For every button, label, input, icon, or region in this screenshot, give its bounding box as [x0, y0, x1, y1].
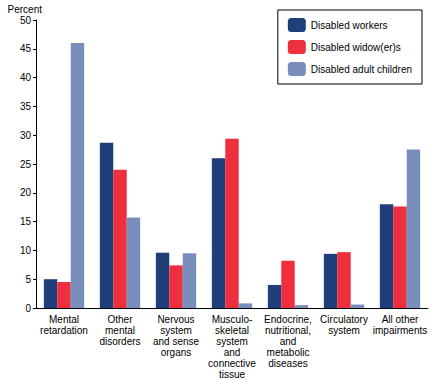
svg-text:15: 15: [20, 216, 32, 227]
svg-text:Disabled widow(er)s: Disabled widow(er)s: [311, 42, 401, 53]
svg-text:Percent: Percent: [8, 4, 43, 15]
svg-text:20: 20: [20, 187, 32, 198]
svg-text:mental: mental: [105, 325, 135, 336]
svg-text:organs: organs: [161, 347, 192, 358]
svg-text:30: 30: [20, 130, 32, 141]
svg-text:Nervous: Nervous: [157, 314, 194, 325]
svg-text:and sense: and sense: [153, 336, 200, 347]
svg-text:and: and: [280, 336, 297, 347]
svg-text:skeletal: skeletal: [215, 325, 249, 336]
svg-text:25: 25: [20, 159, 32, 170]
svg-text:35: 35: [20, 101, 32, 112]
svg-text:Disabled adult children: Disabled adult children: [311, 64, 412, 75]
svg-text:disorders: disorders: [99, 336, 140, 347]
svg-text:connective: connective: [208, 358, 256, 369]
svg-text:5: 5: [25, 274, 31, 285]
svg-text:Other: Other: [107, 314, 133, 325]
svg-text:diseases: diseases: [268, 358, 307, 369]
svg-text:45: 45: [20, 43, 32, 54]
svg-text:Circulatory: Circulatory: [320, 314, 368, 325]
svg-text:Musculo-: Musculo-: [212, 314, 253, 325]
svg-text:All other: All other: [382, 314, 419, 325]
svg-text:40: 40: [20, 72, 32, 83]
svg-text:retardation: retardation: [40, 325, 88, 336]
svg-text:impairments: impairments: [373, 325, 427, 336]
svg-text:system: system: [160, 325, 192, 336]
svg-text:system: system: [216, 336, 248, 347]
svg-text:metabolic: metabolic: [267, 347, 310, 358]
svg-text:Disabled workers: Disabled workers: [311, 20, 388, 31]
svg-text:0: 0: [25, 303, 31, 314]
svg-text:50: 50: [20, 15, 32, 26]
svg-text:tissue: tissue: [219, 369, 246, 380]
svg-text:Endocrine,: Endocrine,: [264, 314, 312, 325]
svg-text:and: and: [224, 347, 241, 358]
svg-text:system: system: [328, 325, 360, 336]
svg-text:nutritional,: nutritional,: [265, 325, 311, 336]
svg-text:10: 10: [20, 245, 32, 256]
svg-text:Mental: Mental: [49, 314, 79, 325]
